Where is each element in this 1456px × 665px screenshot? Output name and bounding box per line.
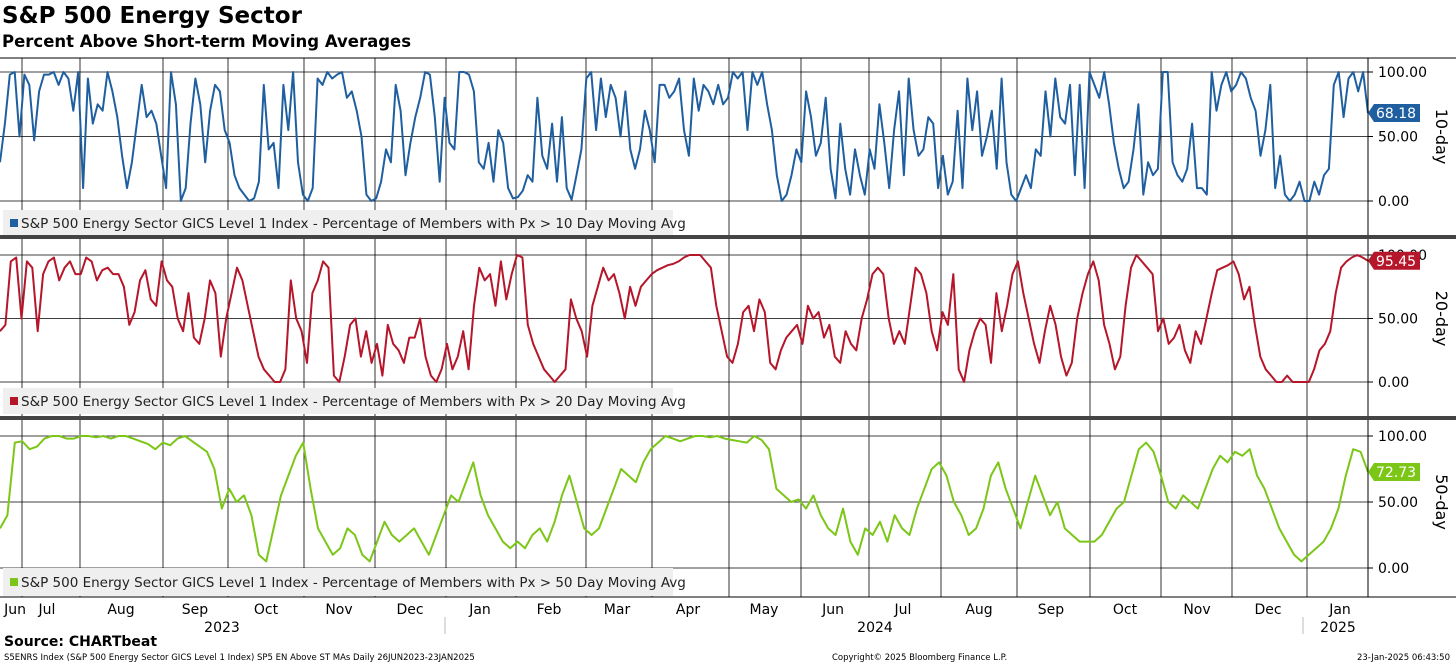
legend-box <box>3 388 673 414</box>
last-value-badge <box>1368 462 1420 481</box>
x-tick-label: Mar <box>604 602 631 618</box>
x-tick-label: Aug <box>965 602 992 618</box>
panel-label: 20-day <box>1432 291 1451 347</box>
last-value-label: 72.73 <box>1376 465 1416 481</box>
x-tick-label: Nov <box>325 602 352 618</box>
last-value-badge <box>1368 251 1420 270</box>
y-tick-label: 0.00 <box>1378 561 1409 577</box>
y-tick-label: 0.00 <box>1378 194 1409 210</box>
x-tick-label: Oct <box>1113 602 1138 618</box>
timestamp-note: 23-Jan-2025 06:43:50 <box>1356 653 1450 663</box>
y-tick-label: 50.00 <box>1378 130 1418 146</box>
last-value-label: 95.45 <box>1376 254 1416 270</box>
x-tick-label: Sep <box>1038 602 1065 618</box>
x-tick-label: Aug <box>107 602 134 618</box>
x-tick-label: Sep <box>182 602 209 618</box>
legend-box <box>3 568 673 596</box>
legend-label: S&P 500 Energy Sector GICS Level 1 Index… <box>21 575 686 591</box>
year-label: 2023 <box>204 620 240 634</box>
series-line <box>0 435 1369 563</box>
legend-label: S&P 500 Energy Sector GICS Level 1 Index… <box>21 216 686 232</box>
panel-separator <box>0 235 1456 239</box>
legend-swatch <box>10 219 18 227</box>
legend-box <box>3 210 673 236</box>
x-tick-label: Jul <box>38 602 56 618</box>
x-tick-label: Dec <box>1254 602 1281 618</box>
series-line <box>0 71 1369 202</box>
x-tick-label: Jun <box>3 602 26 618</box>
x-tick-label: May <box>750 602 779 618</box>
last-value-label: 68.18 <box>1376 106 1416 122</box>
page-subtitle: Percent Above Short-term Moving Averages <box>2 32 412 51</box>
legend-swatch <box>10 578 18 586</box>
y-tick-label: 50.00 <box>1378 495 1418 511</box>
x-tick-label: Jul <box>894 602 912 618</box>
y-tick-label: 100.00 <box>1378 65 1427 81</box>
page-title: S&P 500 Energy Sector <box>2 3 302 29</box>
panel-label: 50-day <box>1432 474 1451 530</box>
year-label: 2025 <box>1320 620 1356 634</box>
panel-separator <box>0 416 1456 420</box>
source-note: Source: CHARTbeat <box>4 634 158 650</box>
ticker-line: S5ENRS Index (S&P 500 Energy Sector GICS… <box>4 653 475 663</box>
copyright-note: Copyright© 2025 Bloomberg Finance L.P. <box>832 653 1008 663</box>
x-tick-label: Jun <box>821 602 844 618</box>
y-tick-label: 0.00 <box>1378 375 1409 391</box>
chart-svg: S&P 500 Energy Sector GICS Level 1 Index… <box>0 57 1456 634</box>
x-tick-label: Apr <box>676 602 700 618</box>
x-tick-label: Jan <box>1328 602 1351 618</box>
legend-swatch <box>10 397 18 405</box>
series-line <box>0 254 1369 383</box>
x-tick-label: Dec <box>396 602 423 618</box>
year-label: 2024 <box>857 620 893 634</box>
legend-label: S&P 500 Energy Sector GICS Level 1 Index… <box>21 394 686 410</box>
x-tick-label: Jan <box>468 602 491 618</box>
y-tick-label: 50.00 <box>1378 312 1418 328</box>
y-tick-label: 100.00 <box>1378 429 1427 445</box>
panel-label: 10-day <box>1432 109 1451 165</box>
last-value-badge <box>1368 104 1420 123</box>
x-tick-label: Oct <box>254 602 279 618</box>
x-tick-label: Nov <box>1183 602 1210 618</box>
x-tick-label: Feb <box>537 602 562 618</box>
